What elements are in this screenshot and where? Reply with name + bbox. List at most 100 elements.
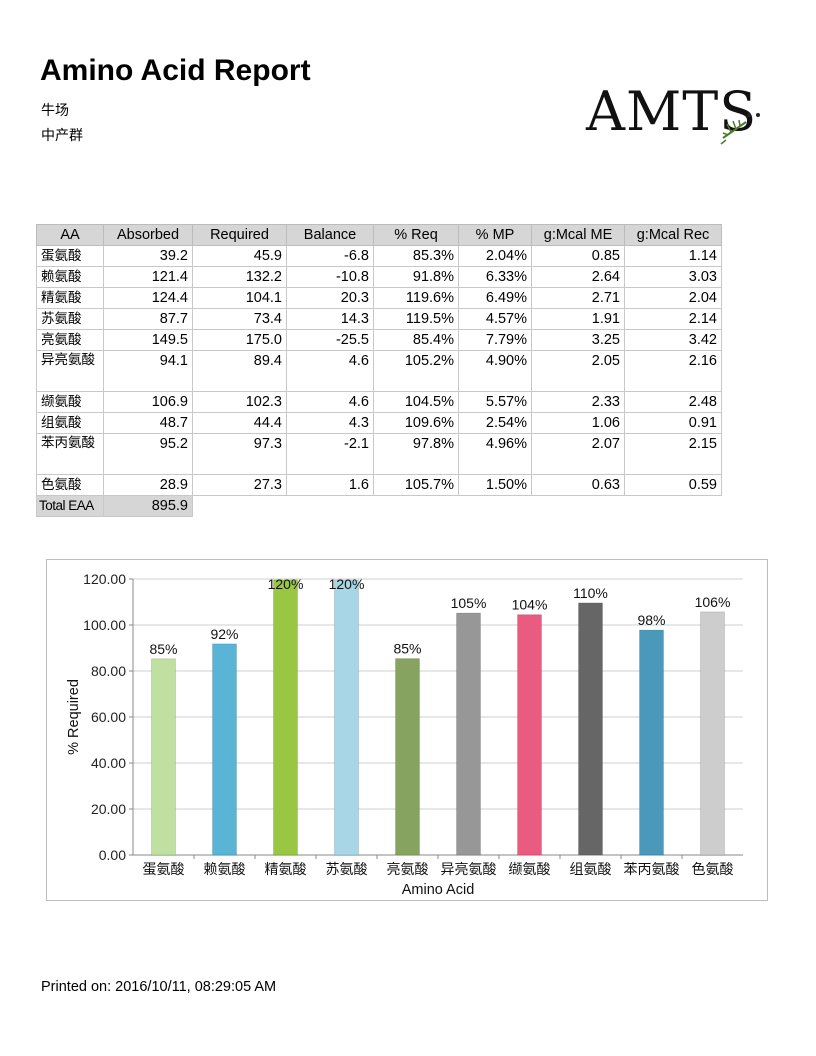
cell-balance: 20.3 xyxy=(286,287,374,309)
cell-required: 89.4 xyxy=(192,350,287,392)
empty-cell xyxy=(374,496,459,517)
cell-balance: -6.8 xyxy=(286,245,374,267)
cell-required: 104.1 xyxy=(192,287,287,309)
y-axis-title: % Required xyxy=(66,679,82,755)
cell-aa-name: 蛋氨酸 xyxy=(36,245,104,267)
cell-aa-name: 色氨酸 xyxy=(36,474,104,496)
group-name: 中产群 xyxy=(41,128,83,144)
cell-req-pct: 97.8% xyxy=(373,433,459,475)
cell-mcal-me: 0.85 xyxy=(531,245,625,267)
y-tick-label: 100.00 xyxy=(83,617,126,633)
y-tick-label: 80.00 xyxy=(91,663,126,679)
cell-required: 102.3 xyxy=(192,391,287,413)
x-axis-title: Amino Acid xyxy=(402,882,475,898)
cell-absorbed: 149.5 xyxy=(103,329,193,351)
total-row: Total EAA 895.9 xyxy=(36,495,722,517)
cell-req-pct: 91.8% xyxy=(373,266,459,288)
bar xyxy=(639,629,664,856)
table-row: 色氨酸 28.9 27.3 1.6 105.7% 1.50% 0.63 0.59 xyxy=(36,474,722,496)
cell-mp-pct: 4.57% xyxy=(458,308,532,330)
cell-req-pct: 109.6% xyxy=(373,412,459,434)
cell-mcal-me: 0.63 xyxy=(531,474,625,496)
cell-mp-pct: 2.04% xyxy=(458,245,532,267)
total-label: Total EAA xyxy=(36,495,104,517)
cell-mp-pct: 2.54% xyxy=(458,412,532,434)
cell-required: 73.4 xyxy=(192,308,287,330)
empty-cell xyxy=(532,496,625,517)
bar xyxy=(456,612,481,856)
cell-mp-pct: 7.79% xyxy=(458,329,532,351)
cell-required: 27.3 xyxy=(192,474,287,496)
table-row: 精氨酸 124.4 104.1 20.3 119.6% 6.49% 2.71 2.04 xyxy=(36,287,722,309)
table-row: 亮氨酸 149.5 175.0 -25.5 85.4% 7.79% 3.25 3.42 xyxy=(36,329,722,351)
bar xyxy=(395,658,420,856)
bar xyxy=(334,579,359,856)
report-title: Amino Acid Report xyxy=(40,54,311,87)
empty-cell xyxy=(193,496,287,517)
cell-req-pct: 119.6% xyxy=(373,287,459,309)
table-row: 异亮氨酸 94.1 89.4 4.6 105.2% 4.90% 2.05 2.16 xyxy=(36,350,722,392)
cell-aa-name: 异亮氨酸 xyxy=(36,350,104,392)
cell-aa-name: 缬氨酸 xyxy=(36,391,104,413)
y-tick-label: 60.00 xyxy=(91,709,126,725)
col-required: Required xyxy=(192,224,287,246)
cell-absorbed: 94.1 xyxy=(103,350,193,392)
cell-absorbed: 124.4 xyxy=(103,287,193,309)
cell-required: 132.2 xyxy=(192,266,287,288)
cell-aa-name: 精氨酸 xyxy=(36,287,104,309)
cell-aa-name: 亮氨酸 xyxy=(36,329,104,351)
cell-mp-pct: 6.49% xyxy=(458,287,532,309)
col-absorbed: Absorbed xyxy=(103,224,193,246)
bar xyxy=(212,643,237,856)
x-tick-label: 苏氨酸 xyxy=(326,862,368,878)
total-value: 895.9 xyxy=(103,495,193,517)
empty-cell xyxy=(625,496,722,517)
cell-required: 45.9 xyxy=(192,245,287,267)
cell-mcal-me: 1.06 xyxy=(531,412,625,434)
cell-required: 97.3 xyxy=(192,433,287,475)
table-row: 缬氨酸 106.9 102.3 4.6 104.5% 5.57% 2.33 2.48 xyxy=(36,391,722,413)
cell-balance: 1.6 xyxy=(286,474,374,496)
cell-balance: -25.5 xyxy=(286,329,374,351)
amts-logo: AMTS xyxy=(586,78,781,153)
table-row: 组氨酸 48.7 44.4 4.3 109.6% 2.54% 1.06 0.91 xyxy=(36,412,722,434)
cell-balance: 4.3 xyxy=(286,412,374,434)
bar-data-label: 120% xyxy=(268,576,304,592)
col-aa: AA xyxy=(36,224,104,246)
x-tick-label: 赖氨酸 xyxy=(204,862,246,878)
bar-data-label: 120% xyxy=(329,576,365,592)
bar-data-label: 98% xyxy=(637,612,665,628)
cell-absorbed: 28.9 xyxy=(103,474,193,496)
cell-mcal-me: 2.05 xyxy=(531,350,625,392)
cell-req-pct: 85.3% xyxy=(373,245,459,267)
cell-absorbed: 121.4 xyxy=(103,266,193,288)
amino-acid-table: AA Absorbed Required Balance % Req % MP … xyxy=(36,224,722,517)
cell-req-pct: 105.2% xyxy=(373,350,459,392)
table-row: 苯丙氨酸 95.2 97.3 -2.1 97.8% 4.96% 2.07 2.15 xyxy=(36,433,722,475)
leaf-icon xyxy=(720,113,760,145)
x-tick-label: 蛋氨酸 xyxy=(143,862,185,878)
cell-balance: 14.3 xyxy=(286,308,374,330)
x-tick-label: 缬氨酸 xyxy=(509,862,551,878)
col-me: g:Mcal ME xyxy=(531,224,625,246)
x-tick-label: 异亮氨酸 xyxy=(441,861,497,878)
cell-absorbed: 39.2 xyxy=(103,245,193,267)
bar xyxy=(517,614,542,856)
bar-data-label: 92% xyxy=(210,626,238,642)
bar-data-label: 106% xyxy=(695,594,731,610)
cell-mcal-me: 1.91 xyxy=(531,308,625,330)
cell-mcal-rec: 3.03 xyxy=(624,266,722,288)
x-tick-label: 精氨酸 xyxy=(265,862,307,878)
cell-balance: 4.6 xyxy=(286,391,374,413)
table-row: 蛋氨酸 39.2 45.9 -6.8 85.3% 2.04% 0.85 1.14 xyxy=(36,245,722,267)
x-tick-label: 苯丙氨酸 xyxy=(624,861,680,878)
cell-req-pct: 85.4% xyxy=(373,329,459,351)
cell-mp-pct: 5.57% xyxy=(458,391,532,413)
cell-absorbed: 106.9 xyxy=(103,391,193,413)
bar-data-label: 104% xyxy=(512,597,548,613)
cell-mcal-rec: 0.91 xyxy=(624,412,722,434)
cell-mcal-me: 2.64 xyxy=(531,266,625,288)
col-balance: Balance xyxy=(286,224,374,246)
x-tick-label: 亮氨酸 xyxy=(387,861,429,878)
cell-mcal-rec: 2.16 xyxy=(624,350,722,392)
